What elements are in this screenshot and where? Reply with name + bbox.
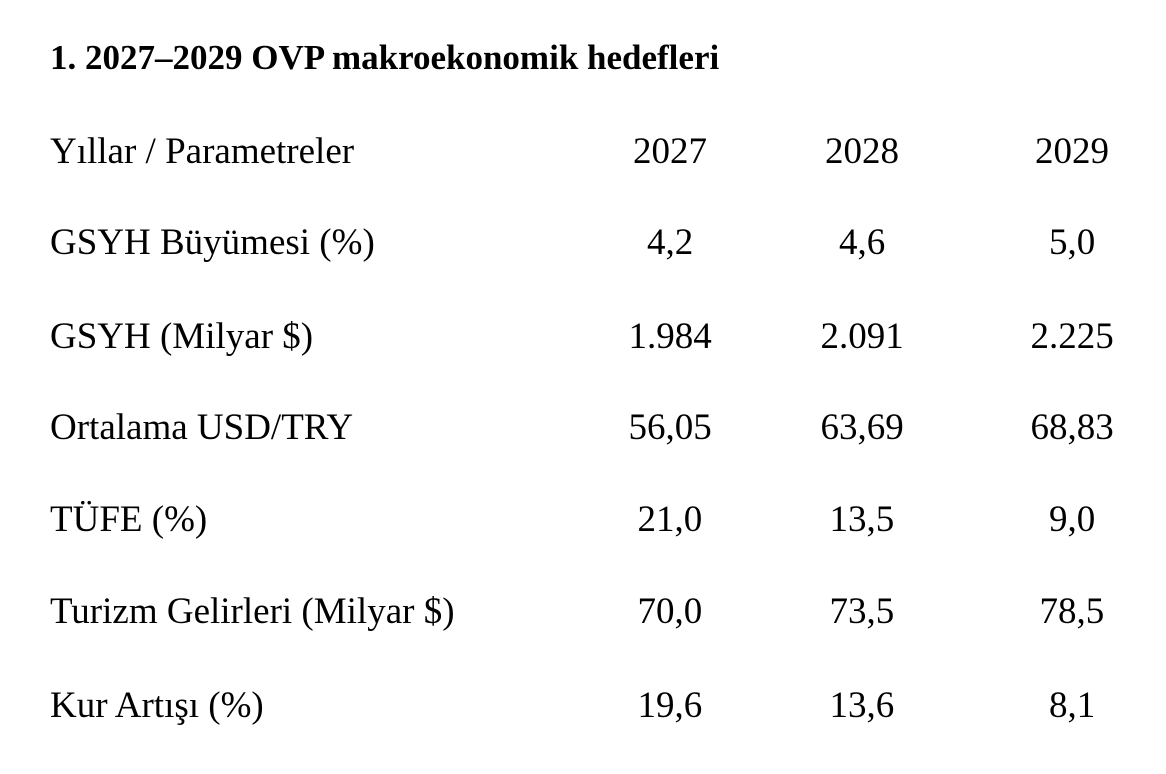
cell-value: 2.091: [820, 316, 904, 357]
cell-value: 19,6: [637, 685, 703, 726]
cell-value: 13,6: [829, 685, 895, 726]
cell-value: 73,5: [829, 591, 895, 632]
header-year: 2029: [1035, 131, 1109, 172]
cell-value: 21,0: [637, 499, 703, 540]
header-year: 2027: [633, 131, 707, 172]
cell-value: 13,5: [829, 499, 895, 540]
cell-value: 8,1: [1049, 685, 1096, 726]
title: 1. 2027–2029 OVP makroekonomik hedefleri: [50, 38, 720, 77]
cell-value: 9,0: [1049, 499, 1096, 540]
cell-value: 4,2: [647, 222, 694, 263]
row-label: TÜFE (%): [50, 499, 208, 540]
header-label: Yıllar / Parametreler: [50, 131, 355, 172]
cell-value: 1.984: [628, 316, 712, 357]
cell-value: 56,05: [628, 407, 712, 448]
row-label: Ortalama USD/TRY: [50, 407, 354, 448]
row-label: Turizm Gelirleri (Milyar $): [50, 591, 455, 632]
row-label: GSYH (Milyar $): [50, 316, 314, 357]
cell-value: 5,0: [1049, 222, 1096, 263]
cell-value: 4,6: [839, 222, 886, 263]
cell-value: 78,5: [1039, 591, 1105, 632]
cell-value: 70,0: [637, 591, 703, 632]
row-label: Kur Artışı (%): [50, 685, 264, 726]
row-label: GSYH Büyümesi (%): [50, 222, 375, 263]
cell-value: 2.225: [1030, 316, 1114, 357]
cell-value: 68,83: [1030, 407, 1114, 448]
cell-value: 63,69: [820, 407, 904, 448]
header-year: 2028: [825, 131, 899, 172]
